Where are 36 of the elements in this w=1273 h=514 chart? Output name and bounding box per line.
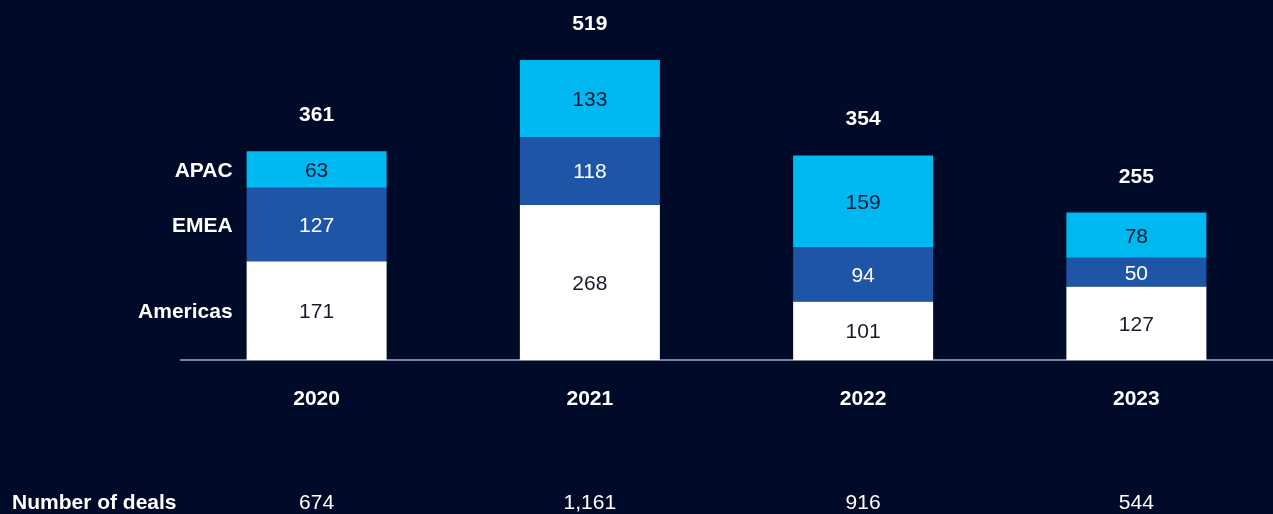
text: Number of deals [12, 490, 177, 514]
series-label: Americas [138, 299, 233, 323]
bar [519, 136, 660, 206]
data-label: 171 [299, 299, 335, 323]
bar [1066, 257, 1207, 287]
total-label: 354 [845, 106, 881, 130]
text: 674 [298, 490, 336, 514]
data-label: 127 [1118, 311, 1154, 335]
total-label: 361 [299, 102, 335, 126]
data-label: 118 [573, 159, 607, 183]
total-label: 519 [572, 11, 608, 34]
series-label: EMEA [171, 212, 233, 236]
total-label: 255 [1118, 163, 1155, 187]
data-label: 94 [851, 262, 876, 286]
data-label: 101 [845, 319, 881, 343]
bar [793, 155, 934, 248]
data-label: 159 [845, 189, 881, 213]
bar [1066, 212, 1207, 258]
data-label: 63 [304, 157, 329, 181]
data-label: 127 [299, 212, 335, 236]
data-label: 268 [572, 271, 608, 294]
bar [246, 151, 387, 188]
x-tick-label: 2021 [566, 385, 614, 409]
data-label: 50 [1124, 260, 1149, 284]
series-label: APAC [174, 158, 233, 182]
data-label: 133 [572, 86, 608, 110]
data-label: 78 [1124, 223, 1149, 247]
x-tick-label: 2020 [293, 385, 340, 409]
text: 1,161 [562, 490, 618, 514]
text: 916 [844, 490, 882, 514]
x-tick-label: 2023 [1113, 385, 1160, 409]
text: 544 [1117, 490, 1155, 514]
x-tick-label: 2022 [839, 385, 887, 409]
bar [519, 60, 660, 137]
bar [246, 187, 387, 262]
bar [793, 247, 934, 302]
